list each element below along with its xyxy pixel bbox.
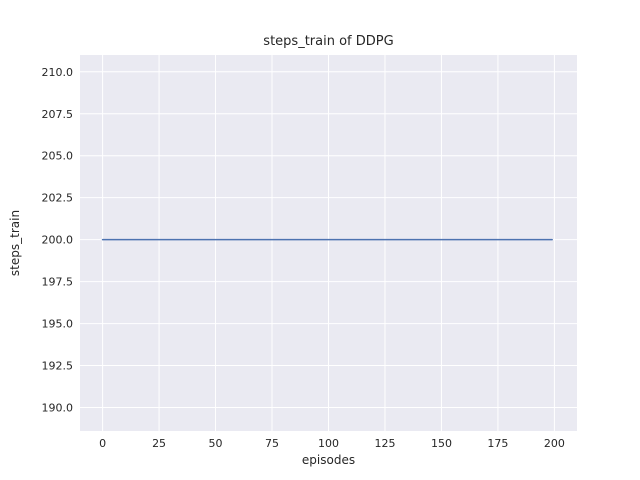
y-tick-label: 197.5 (42, 276, 74, 289)
x-tick-label: 0 (99, 437, 106, 450)
x-tick-label: 100 (318, 437, 339, 450)
x-tick-label: 200 (544, 437, 565, 450)
x-tick-label: 175 (487, 437, 508, 450)
y-tick-label: 202.5 (42, 192, 74, 205)
x-tick-label: 75 (265, 437, 279, 450)
y-tick-label: 190.0 (42, 402, 74, 415)
x-tick-label: 125 (374, 437, 395, 450)
y-tick-label: 210.0 (42, 66, 74, 79)
y-tick-label: 195.0 (42, 318, 74, 331)
y-tick-label: 200.0 (42, 234, 74, 247)
x-tick-label: 25 (152, 437, 166, 450)
x-tick-label: 50 (209, 437, 223, 450)
x-tick-label: 150 (431, 437, 452, 450)
x-axis-label: episodes (301, 453, 356, 467)
y-tick-label: 205.0 (42, 150, 74, 163)
y-tick-label: 207.5 (42, 108, 74, 121)
chart-title: steps_train of DDPG (263, 34, 394, 49)
y-tick-label: 192.5 (42, 360, 74, 373)
y-axis-label: steps_train (8, 209, 22, 277)
